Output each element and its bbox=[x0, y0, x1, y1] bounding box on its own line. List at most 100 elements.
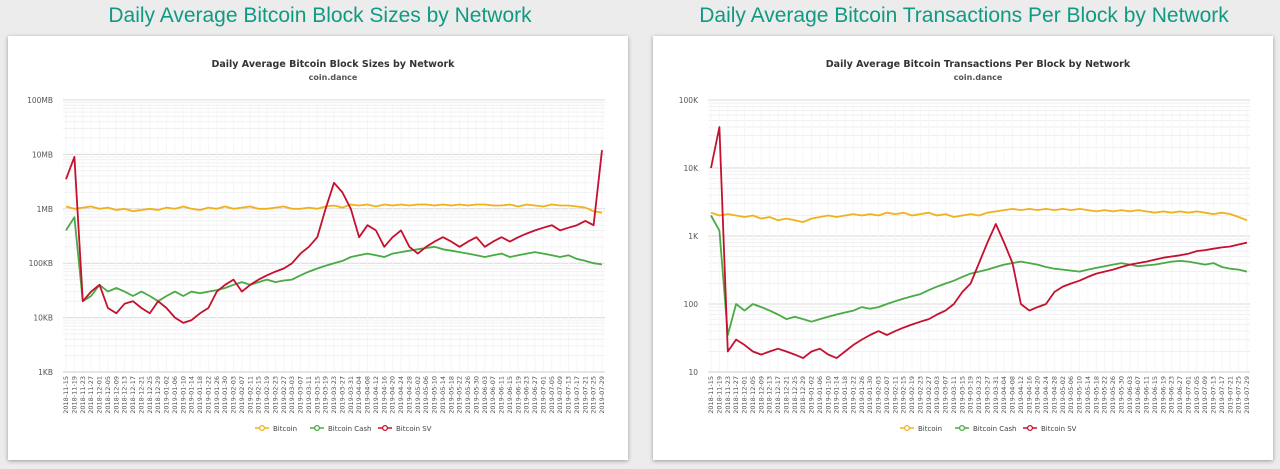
x-tick-label: 2019-05-26 bbox=[464, 376, 472, 414]
x-tick-label: 2019-01-26 bbox=[213, 376, 221, 414]
x-tick-label: 2018-12-01 bbox=[741, 376, 749, 414]
x-tick-label: 2019-05-30 bbox=[472, 376, 480, 414]
x-tick-label: 2019-06-19 bbox=[514, 376, 522, 414]
x-tick-label: 2018-11-27 bbox=[732, 376, 740, 414]
x-tick-label: 2019-04-24 bbox=[1042, 376, 1050, 414]
x-tick-label: 2018-12-21 bbox=[137, 376, 145, 414]
chart-title: Daily Average Bitcoin Block Sizes by Net… bbox=[212, 59, 456, 70]
x-tick-label: 2019-07-01 bbox=[1184, 376, 1192, 414]
x-tick-label: 2019-05-10 bbox=[431, 376, 439, 414]
x-tick-label: 2019-02-23 bbox=[916, 376, 924, 414]
x-tick-label: 2019-07-29 bbox=[598, 376, 606, 414]
x-tick-label: 2019-07-21 bbox=[1226, 376, 1234, 414]
x-tick-label: 2019-01-30 bbox=[866, 376, 874, 414]
x-tick-label: 2019-03-19 bbox=[322, 376, 330, 414]
legend-marker bbox=[903, 424, 911, 432]
x-tick-label: 2019-05-18 bbox=[447, 376, 455, 414]
x-tick-label: 2019-04-04 bbox=[1000, 376, 1008, 414]
x-tick-label: 2019-04-16 bbox=[380, 376, 388, 414]
x-tick-label: 2019-07-09 bbox=[1201, 376, 1209, 414]
x-tick-label: 2019-04-24 bbox=[397, 376, 405, 414]
x-tick-label: 2019-01-22 bbox=[204, 376, 212, 414]
x-tick-label: 2019-05-06 bbox=[1067, 376, 1075, 414]
x-tick-label: 2019-04-16 bbox=[1025, 376, 1033, 414]
x-tick-label: 2019-01-18 bbox=[841, 376, 849, 414]
legend-item[interactable]: Bitcoin bbox=[900, 424, 942, 433]
x-tick-label: 2018-12-09 bbox=[112, 376, 120, 414]
x-tick-label: 2018-11-23 bbox=[724, 376, 732, 414]
x-tick-label: 2018-12-09 bbox=[757, 376, 765, 414]
series-line-bitcoin-cash bbox=[65, 216, 603, 303]
y-tick-label: 1K bbox=[688, 232, 699, 241]
x-tick-label: 2018-12-25 bbox=[146, 376, 154, 414]
x-tick-label: 2019-04-12 bbox=[1017, 376, 1025, 414]
y-tick-label: 100 bbox=[684, 300, 699, 309]
x-tick-label: 2019-06-03 bbox=[1126, 376, 1134, 414]
x-tick-label: 2019-02-11 bbox=[246, 376, 254, 414]
x-tick-label: 2019-03-07 bbox=[942, 376, 950, 414]
x-tick-label: 2019-05-30 bbox=[1117, 376, 1125, 414]
x-tick-label: 2018-12-17 bbox=[129, 376, 137, 414]
block-size-chart-panel: Daily Average Bitcoin Block Sizes by Net… bbox=[8, 36, 628, 460]
x-tick-label: 2019-02-19 bbox=[263, 376, 271, 414]
x-tick-label: 2018-12-25 bbox=[791, 376, 799, 414]
x-tick-label: 2019-03-03 bbox=[288, 376, 296, 414]
x-tick-label: 2018-12-29 bbox=[154, 376, 162, 414]
x-tick-label: 2019-07-17 bbox=[573, 376, 581, 414]
x-tick-label: 2018-11-27 bbox=[87, 376, 95, 414]
tx-per-block-chart: Daily Average Bitcoin Transactions Per B… bbox=[679, 59, 1251, 433]
series-line-bitcoin bbox=[710, 207, 1248, 224]
x-tick-label: 2019-01-22 bbox=[849, 376, 857, 414]
x-tick-label: 2019-07-13 bbox=[565, 376, 573, 414]
legend-marker bbox=[958, 424, 966, 432]
x-tick-label: 2019-04-08 bbox=[364, 376, 372, 414]
x-tick-label: 2018-12-13 bbox=[766, 376, 774, 414]
x-tick-label: 2018-11-19 bbox=[715, 376, 723, 414]
x-tick-label: 2019-02-11 bbox=[891, 376, 899, 414]
legend-item[interactable]: Bitcoin SV bbox=[378, 424, 432, 433]
x-tick-label: 2019-04-28 bbox=[1050, 376, 1058, 414]
x-tick-label: 2019-03-23 bbox=[330, 376, 338, 414]
x-tick-label: 2019-05-02 bbox=[414, 376, 422, 414]
legend-label: Bitcoin Cash bbox=[973, 425, 1017, 433]
legend-item[interactable]: Bitcoin Cash bbox=[955, 424, 1017, 433]
x-tick-label: 2019-02-19 bbox=[908, 376, 916, 414]
x-tick-label: 2019-06-15 bbox=[506, 376, 514, 414]
legend-label: Bitcoin Cash bbox=[328, 425, 372, 433]
x-tick-label: 2019-04-20 bbox=[389, 376, 397, 414]
x-tick-label: 2019-05-14 bbox=[1084, 376, 1092, 414]
x-tick-label: 2019-07-05 bbox=[548, 376, 556, 414]
legend-label: Bitcoin bbox=[273, 425, 297, 433]
x-tick-label: 2019-06-23 bbox=[1168, 376, 1176, 414]
x-tick-label: 2018-12-21 bbox=[782, 376, 790, 414]
x-tick-label: 2019-03-15 bbox=[313, 376, 321, 414]
series-line-bitcoin-cash bbox=[710, 215, 1248, 336]
x-tick-label: 2019-03-27 bbox=[983, 376, 991, 414]
legend-marker bbox=[1026, 424, 1034, 432]
x-tick-label: 2019-02-03 bbox=[230, 376, 238, 414]
x-tick-label: 2018-12-05 bbox=[104, 376, 112, 414]
x-tick-label: 2019-04-20 bbox=[1034, 376, 1042, 414]
y-tick-label: 100K bbox=[679, 96, 699, 105]
x-tick-label: 2018-12-17 bbox=[774, 376, 782, 414]
x-tick-label: 2019-06-27 bbox=[531, 376, 539, 414]
x-tick-label: 2019-06-07 bbox=[1134, 376, 1142, 414]
series-line-bitcoin bbox=[65, 203, 603, 214]
y-tick-label: 1KB bbox=[38, 368, 53, 377]
legend-item[interactable]: Bitcoin SV bbox=[1023, 424, 1077, 433]
x-tick-label: 2019-01-02 bbox=[808, 376, 816, 414]
chart-subtitle: coin.dance bbox=[954, 73, 1003, 82]
legend-marker bbox=[258, 424, 266, 432]
x-tick-label: 2019-04-04 bbox=[355, 376, 363, 414]
x-tick-label: 2019-03-27 bbox=[338, 376, 346, 414]
x-tick-label: 2019-05-10 bbox=[1076, 376, 1084, 414]
legend-item[interactable]: Bitcoin Cash bbox=[310, 424, 372, 433]
x-tick-label: 2019-04-08 bbox=[1009, 376, 1017, 414]
x-tick-label: 2019-03-11 bbox=[305, 376, 313, 414]
x-tick-label: 2018-11-19 bbox=[70, 376, 78, 414]
chart-title: Daily Average Bitcoin Transactions Per B… bbox=[826, 59, 1131, 70]
x-tick-label: 2019-05-02 bbox=[1059, 376, 1067, 414]
x-tick-label: 2019-01-06 bbox=[171, 376, 179, 414]
legend-item[interactable]: Bitcoin bbox=[255, 424, 297, 433]
x-tick-label: 2019-06-23 bbox=[523, 376, 531, 414]
